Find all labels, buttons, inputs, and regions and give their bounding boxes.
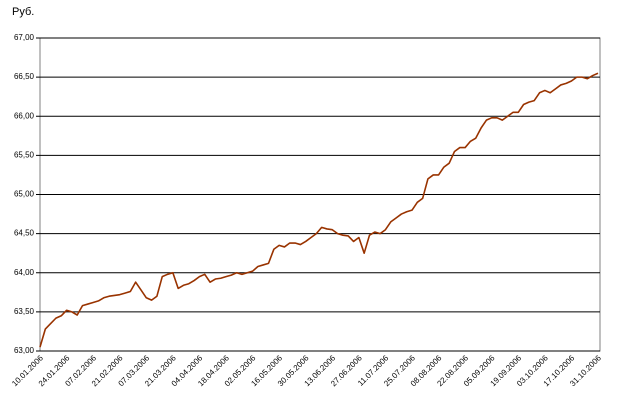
y-axis-label: Руб. bbox=[12, 6, 34, 18]
y-tick-label: 66,00 bbox=[14, 111, 35, 120]
y-tick-label: 63,50 bbox=[14, 307, 35, 316]
y-tick-label: 64,00 bbox=[14, 268, 35, 277]
y-tick-label: 67,00 bbox=[14, 33, 35, 42]
y-tick-label: 64,50 bbox=[14, 229, 35, 238]
y-tick-label: 63,00 bbox=[14, 346, 35, 355]
y-tick-label: 65,50 bbox=[14, 150, 35, 159]
y-tick-label: 66,50 bbox=[14, 72, 35, 81]
y-tick-label: 65,00 bbox=[14, 190, 35, 199]
data-line bbox=[39, 72, 599, 348]
